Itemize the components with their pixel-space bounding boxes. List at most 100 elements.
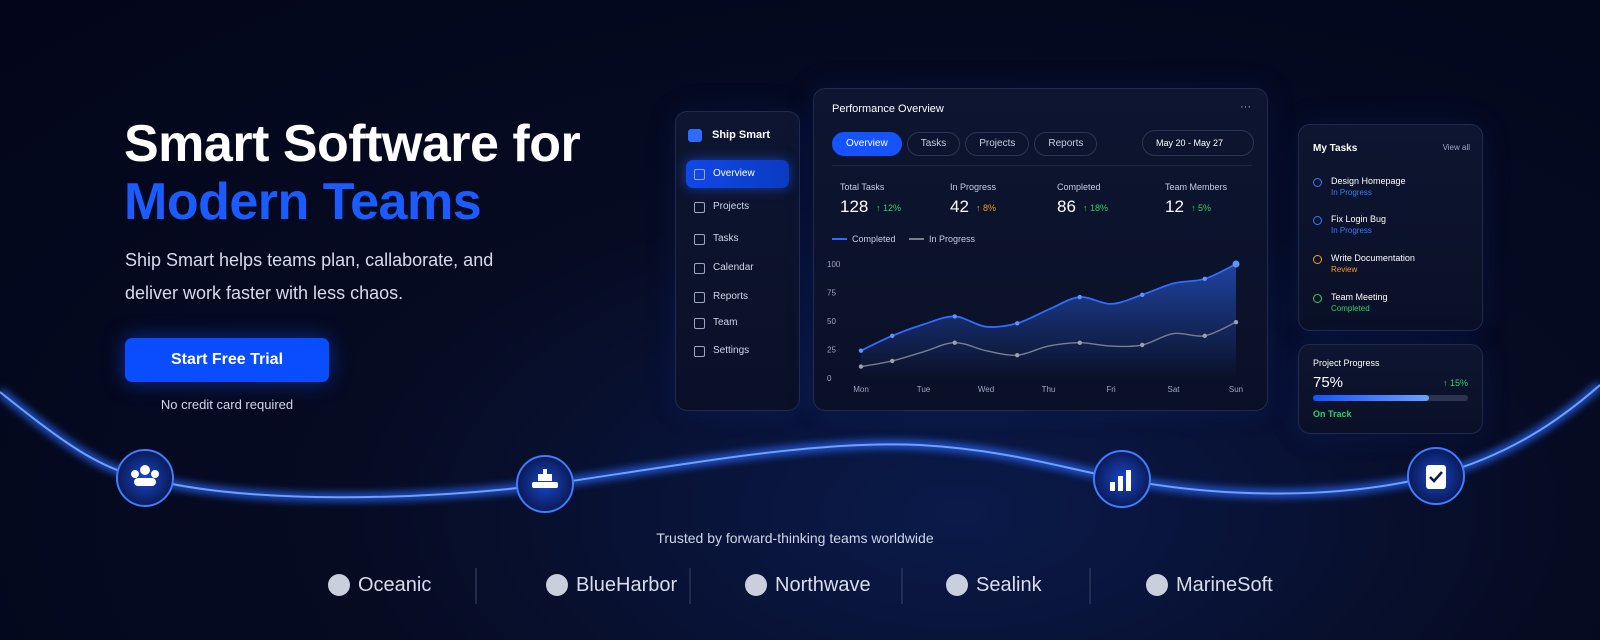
- x-tick-label: Fri: [1106, 385, 1116, 394]
- stat-value: 128: [840, 197, 869, 216]
- logo-icon: [946, 574, 968, 596]
- task-title: Design Homepage: [1331, 176, 1406, 186]
- point: [858, 348, 864, 353]
- logo-icon: [1146, 574, 1168, 596]
- task-title: Fix Login Bug: [1331, 214, 1387, 224]
- tab[interactable]: Tasks: [906, 132, 961, 156]
- area: [861, 264, 1236, 378]
- point: [1202, 333, 1207, 339]
- tab[interactable]: Projects: [965, 132, 1030, 156]
- hero-description: Ship Smart helps teams plan, callaborate…: [125, 250, 494, 303]
- point: [1077, 340, 1082, 345]
- brand-icon: [688, 129, 702, 142]
- task-title: Write Documentation: [1331, 253, 1415, 263]
- cta-button[interactable]: Start Free Trial: [125, 338, 329, 382]
- point: [890, 358, 895, 364]
- nav-item[interactable]: Projects: [686, 193, 789, 221]
- stat-label: In Progress: [950, 182, 997, 192]
- point: [952, 340, 957, 345]
- menu[interactable]: ···: [1240, 101, 1251, 113]
- hero-title-accent: Modern Teams: [124, 173, 482, 231]
- stat-value: 86: [1057, 197, 1076, 216]
- task-status: Review: [1331, 265, 1358, 274]
- project-progress-label: 75%: [1313, 374, 1344, 391]
- task-title: Team Meeting: [1331, 292, 1388, 302]
- stat-change: ↑ 12%: [876, 203, 902, 213]
- logo-name: Oceanic: [358, 574, 432, 596]
- point: [1233, 319, 1239, 325]
- point: [1015, 353, 1020, 358]
- project-status: On Track: [1313, 409, 1352, 419]
- tab[interactable]: Reports: [1034, 132, 1098, 156]
- logo-icon: [546, 574, 568, 596]
- point: [1077, 294, 1082, 300]
- nav-item[interactable]: Settings: [686, 337, 789, 365]
- tab[interactable]: Overview: [832, 132, 902, 156]
- line: [860, 321, 1237, 368]
- y-tick-label: 25: [827, 346, 836, 355]
- cta-note: No credit card required: [160, 397, 294, 412]
- task-icon[interactable]: [1313, 294, 1322, 303]
- point: [1140, 292, 1145, 297]
- stat-change: ↑ 18%: [1083, 203, 1109, 213]
- nav-item[interactable]: Overview: [686, 160, 789, 188]
- chart: 0 25 50 75 100 Mon Tue Wed Thu Fri Sat Sun Completed…: [827, 234, 1243, 394]
- y-tick-label: 50: [827, 317, 836, 326]
- date-range[interactable]: May 20 - May 27: [1142, 130, 1254, 156]
- project-change: ↑ 15%: [1442, 378, 1468, 388]
- logo-name: BlueHarbor: [576, 574, 678, 596]
- task-status: In Progress: [1331, 188, 1372, 197]
- task-icon[interactable]: [1313, 255, 1322, 264]
- dashboard-title: Performance Overview: [832, 103, 944, 115]
- legend-label: In Progress: [929, 234, 976, 244]
- dashboard: Performance Overview ··· Overview Tasks Pr…: [813, 88, 1268, 411]
- tasks-panel: My Tasks View all Design Homepage In Prog…: [1298, 124, 1483, 331]
- x-tick-label: Thu: [1042, 385, 1056, 394]
- line: [860, 263, 1237, 352]
- nav-item[interactable]: Team: [686, 309, 789, 337]
- logo-icon: [328, 574, 350, 596]
- hero-title: Smart Software for: [124, 115, 581, 173]
- task-icon[interactable]: [1313, 178, 1322, 187]
- x-tick-label: Wed: [978, 385, 994, 394]
- view-all[interactable]: View all: [1442, 143, 1470, 152]
- stat-value: 42: [950, 197, 969, 216]
- point: [952, 314, 957, 319]
- project-label: Project Progress: [1313, 358, 1380, 368]
- y-tick-label: 100: [827, 260, 841, 269]
- stat-value: 12: [1165, 197, 1184, 216]
- stat-change: ↑ 5%: [1191, 203, 1212, 213]
- nav-item[interactable]: Calendar: [686, 254, 789, 282]
- x-tick-label: Mon: [853, 385, 869, 394]
- stat-change: ↑ 8%: [976, 203, 997, 213]
- x-tick-label: Tue: [917, 385, 931, 394]
- stat-label: Team Members: [1165, 182, 1228, 192]
- nav-item[interactable]: Reports: [686, 283, 789, 311]
- logo-name: Northwave: [775, 574, 871, 596]
- point: [1232, 260, 1240, 268]
- point: [1015, 321, 1020, 326]
- brand: Ship Smart: [712, 129, 771, 141]
- trusted-text: Trusted by forward-thinking teams worldw…: [656, 530, 934, 546]
- logo-name: Sealink: [976, 574, 1042, 596]
- x-tick-label: Sun: [1229, 385, 1243, 394]
- legend-label: Completed: [852, 234, 896, 244]
- sidebar: Ship Smart Overview Projects Tasks Calendar…: [675, 111, 800, 411]
- stat-label: Total Tasks: [840, 182, 885, 192]
- divider: [832, 165, 1252, 166]
- point: [1140, 342, 1145, 348]
- y-tick-label: 75: [827, 289, 836, 298]
- nav-item[interactable]: Tasks: [686, 225, 789, 253]
- stat-label: Completed: [1057, 182, 1101, 192]
- point: [1202, 276, 1207, 282]
- task-status: In Progress: [1331, 226, 1372, 235]
- point: [858, 364, 864, 369]
- x-tick-label: Sat: [1167, 385, 1180, 394]
- task-icon[interactable]: [1313, 216, 1322, 225]
- logo-name: MarineSoft: [1176, 574, 1273, 596]
- tasks-title: My Tasks: [1313, 143, 1358, 154]
- y-tick-label: 0: [827, 374, 832, 383]
- progress-track: [1313, 395, 1468, 401]
